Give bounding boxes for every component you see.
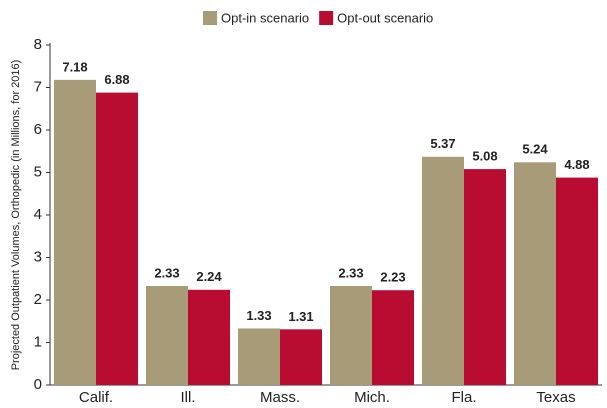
legend-swatch xyxy=(319,11,334,25)
bar xyxy=(372,290,414,385)
y-tick-label: 0 xyxy=(34,376,42,393)
y-tick-label: 2 xyxy=(34,291,42,308)
y-tick-label: 5 xyxy=(34,163,42,180)
value-label: 2.24 xyxy=(196,269,222,284)
bar xyxy=(188,289,230,385)
legend-label: Opt-in scenario xyxy=(221,10,309,25)
y-tick-label: 3 xyxy=(34,248,42,265)
bar xyxy=(146,285,188,385)
bar xyxy=(54,79,96,385)
value-label: 7.18 xyxy=(62,59,87,74)
bar xyxy=(238,328,280,385)
x-tick-label: Ill. xyxy=(181,389,196,406)
value-label: 5.08 xyxy=(472,149,497,164)
legend-swatch xyxy=(203,11,217,25)
value-label: 1.33 xyxy=(246,308,271,323)
x-tick-label: Texas xyxy=(536,389,575,406)
value-label: 4.88 xyxy=(564,157,589,172)
y-axis-label: Projected Outpatient Volumes, Orthopedic… xyxy=(10,60,22,371)
x-tick-label: Fla. xyxy=(451,389,476,406)
value-label: 5.24 xyxy=(522,142,548,157)
y-tick-label: 8 xyxy=(34,36,42,53)
value-label: 2.23 xyxy=(380,270,405,285)
value-label: 6.88 xyxy=(104,72,129,87)
x-tick-label: Mass. xyxy=(260,389,300,406)
bar xyxy=(96,92,138,385)
legend-label: Opt-out scenario xyxy=(337,10,433,25)
bar xyxy=(280,329,322,385)
value-label: 1.31 xyxy=(288,309,313,324)
x-tick-label: Calif. xyxy=(79,389,113,406)
bar xyxy=(422,156,464,385)
bar xyxy=(464,169,506,385)
bar xyxy=(330,285,372,385)
bar xyxy=(514,162,556,385)
x-tick-label: Mich. xyxy=(354,389,390,406)
value-label: 2.33 xyxy=(338,265,363,280)
value-label: 2.33 xyxy=(154,265,179,280)
y-tick-label: 4 xyxy=(34,206,42,223)
y-tick-label: 1 xyxy=(34,333,42,350)
y-tick-label: 7 xyxy=(34,78,42,95)
y-tick-label: 6 xyxy=(34,121,42,138)
bar xyxy=(556,177,598,385)
value-label: 5.37 xyxy=(430,136,455,151)
